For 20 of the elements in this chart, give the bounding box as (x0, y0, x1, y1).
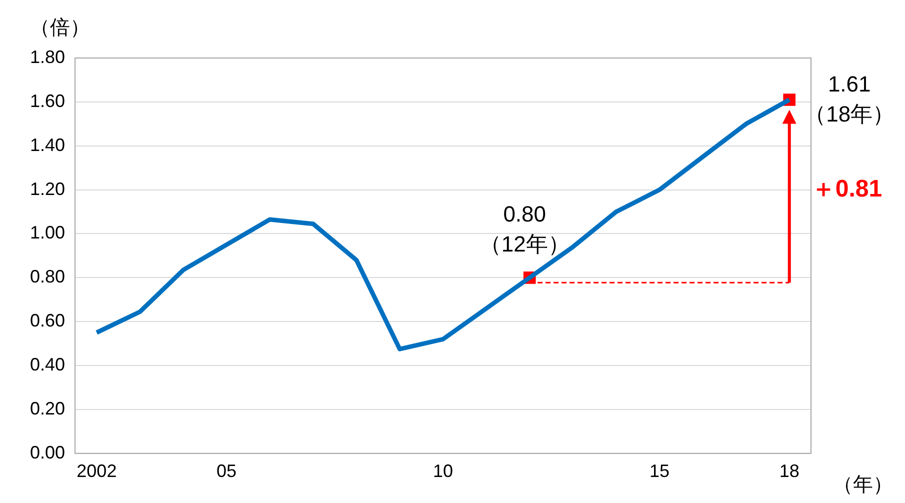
annotation: 1.61 （18年） (804, 72, 895, 127)
y-tick-label: 1.40 (30, 134, 66, 155)
x-axis-title: （年） (833, 474, 893, 496)
y-tick-label: 0.00 (30, 442, 66, 462)
x-tick-label: 18 (779, 461, 800, 482)
y-tick-label: 1.60 (30, 90, 66, 111)
x-tick-label: 10 (433, 461, 454, 482)
y-tick-label: 0.60 (30, 310, 66, 331)
y-tick-label: 0.40 (30, 354, 66, 374)
x-tick-label: 15 (649, 461, 670, 482)
x-tick-label: 2002 (76, 461, 117, 482)
y-tick-label: 1.80 (30, 46, 66, 67)
y-tick-label: 1.00 (30, 222, 66, 243)
y-tick-label: 0.20 (30, 398, 66, 418)
x-tick-label: 05 (216, 461, 237, 482)
y-tick-label: 0.80 (30, 266, 66, 287)
y-tick-label: 1.20 (30, 178, 66, 199)
annotation: 0.80 （12年） (479, 202, 570, 257)
y-axis-title: （倍） (30, 17, 90, 39)
text: ＋0.81 (811, 176, 882, 203)
